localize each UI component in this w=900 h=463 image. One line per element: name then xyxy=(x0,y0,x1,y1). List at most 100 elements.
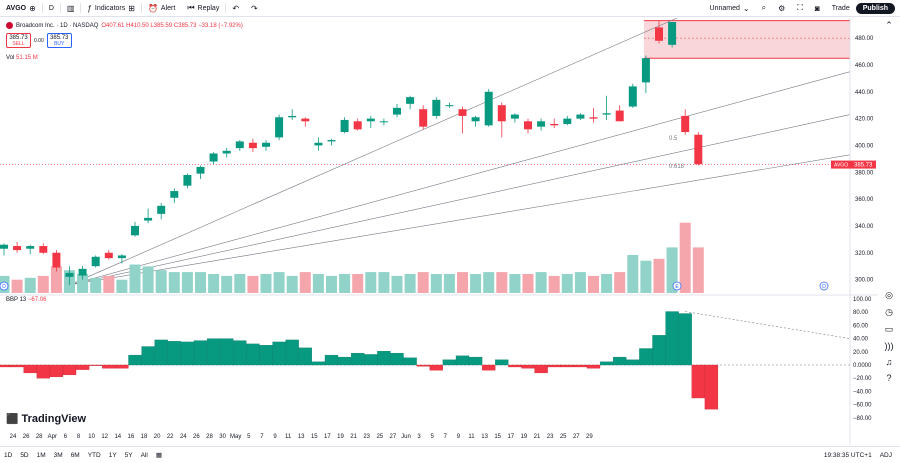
bbp-bar xyxy=(10,364,24,368)
range-5d[interactable]: 5D xyxy=(20,451,29,459)
candle-body xyxy=(393,107,401,115)
fib-zone xyxy=(643,20,850,59)
date-label: 23 xyxy=(363,434,370,440)
symbol-search[interactable]: AVGO ⊕ xyxy=(0,0,42,17)
candle-body xyxy=(65,272,74,277)
candle-body xyxy=(26,246,35,249)
candle-body xyxy=(576,114,585,119)
date-label: 13 xyxy=(481,434,488,440)
volume-bar xyxy=(24,277,36,293)
range-ytd[interactable]: YTD xyxy=(87,451,101,459)
date-label: 29 xyxy=(586,434,593,440)
signal-icon[interactable]: ))) xyxy=(884,341,894,351)
ohlc-values: O407.61 H410.50 L385.59 C385.73 −33.18 (… xyxy=(101,23,243,29)
trade-button[interactable]: Trade xyxy=(826,0,856,17)
bbp-bar xyxy=(665,311,679,366)
indicators-button[interactable]: ƒ Indicators ⊞ xyxy=(81,0,141,17)
bbp-bar xyxy=(455,355,470,366)
bbp-axis-label: −20.00 xyxy=(853,376,872,382)
range-1d[interactable]: 1D xyxy=(4,451,13,459)
range-5y[interactable]: 5Y xyxy=(124,451,133,459)
range-all[interactable]: All xyxy=(140,451,148,459)
date-label: 8 xyxy=(77,434,81,440)
adj-toggle[interactable]: ADJ xyxy=(879,451,892,459)
volume-bar xyxy=(601,274,613,293)
volume-bar xyxy=(129,264,141,293)
calendar-icon[interactable]: ▦ xyxy=(155,452,163,459)
price-axis-label: 380.00 xyxy=(855,170,874,176)
layout-name: Unnamed xyxy=(709,4,740,12)
date-label: 11 xyxy=(468,434,475,440)
bell-icon[interactable]: ♫ xyxy=(885,357,893,367)
volume-bar xyxy=(378,272,390,293)
tradingview-logo[interactable]: ⬛ TradingView xyxy=(6,413,86,425)
layout-menu[interactable]: Unnamed ⌄ xyxy=(704,0,756,17)
price-tag-text: 385.73 xyxy=(854,163,873,169)
event-marker-icon xyxy=(819,281,829,291)
candle-body xyxy=(0,244,8,249)
redo-button[interactable]: ↷ xyxy=(245,0,264,17)
range-3m[interactable]: 3M xyxy=(53,451,63,459)
bbp-bar xyxy=(468,356,483,366)
bbp-bar xyxy=(429,364,443,371)
range-6m[interactable]: 6M xyxy=(70,451,80,459)
date-label: 17 xyxy=(324,434,331,440)
volume-bar xyxy=(483,272,495,293)
settings-button[interactable]: ⚙ xyxy=(772,0,791,17)
bbp-bar xyxy=(128,354,142,366)
candle-body xyxy=(537,121,546,127)
date-label: 15 xyxy=(311,434,318,440)
date-label: 22 xyxy=(167,434,174,440)
bbp-bar xyxy=(193,340,208,366)
bbp-bar xyxy=(377,350,391,366)
symbol-tag-bg xyxy=(831,160,851,169)
candle-body xyxy=(314,142,323,146)
target-icon[interactable]: ◎ xyxy=(885,290,893,300)
expand-icon[interactable]: ⌃ xyxy=(885,20,893,30)
clock-icon[interactable]: ◷ xyxy=(885,307,893,317)
fib-label-0618: 0.618 xyxy=(669,164,685,170)
event-marker-icon xyxy=(0,281,9,291)
volume-bar xyxy=(496,272,508,293)
bbp-bar xyxy=(0,364,11,368)
candle-body xyxy=(275,117,284,138)
candle-body xyxy=(52,252,61,268)
replay-button[interactable]: ⏮ Replay xyxy=(181,0,225,17)
date-label: 28 xyxy=(206,434,213,440)
alert-button[interactable]: ⏰ Alert xyxy=(142,0,181,17)
date-label: 10 xyxy=(88,434,95,440)
fullscreen-button[interactable]: ⛶ xyxy=(791,0,809,17)
bbp-bar xyxy=(115,364,129,369)
snapshot-button[interactable]: ◙ xyxy=(809,0,826,17)
bbp-bar xyxy=(534,364,548,374)
candle-body xyxy=(170,191,179,198)
date-label: 19 xyxy=(521,434,528,440)
bbp-bar xyxy=(403,357,417,366)
interval-button[interactable]: D xyxy=(43,0,60,17)
range-selector: 1D 5D 1M 3M 6M YTD 1Y 5Y All xyxy=(0,452,152,459)
bbp-bar xyxy=(442,359,457,366)
chat-icon[interactable]: ▭ xyxy=(884,324,894,334)
candle-body xyxy=(39,246,48,253)
event-marker-label: D xyxy=(2,284,6,290)
sell-button[interactable]: 385.73 SELL xyxy=(6,33,31,48)
candle-body xyxy=(353,121,362,130)
publish-button[interactable]: Publish xyxy=(855,2,895,14)
help-icon[interactable]: ? xyxy=(886,373,892,383)
date-label: 27 xyxy=(390,434,397,440)
volume-bar xyxy=(116,279,128,293)
chart-type-button[interactable]: ▥ xyxy=(61,0,81,17)
range-1m[interactable]: 1M xyxy=(36,451,46,459)
symbol-legend: Broadcom Inc. · 1D · NASDAQ O407.61 H410… xyxy=(6,22,243,29)
bbp-axis-label: −80.00 xyxy=(853,416,872,422)
bbp-bar xyxy=(154,339,168,366)
volume-bar xyxy=(247,275,259,293)
undo-button[interactable]: ↶ xyxy=(226,0,245,17)
range-1y[interactable]: 1Y xyxy=(108,451,117,459)
price-axis-label: 340.00 xyxy=(855,224,874,230)
date-label: 7 xyxy=(260,434,264,440)
bbp-bar xyxy=(259,345,273,366)
buy-button[interactable]: 385.73 BUY xyxy=(46,33,72,48)
search-button[interactable]: ⌕ xyxy=(756,0,772,17)
chart-canvas[interactable]: 0.50.618480.00460.00440.00420.00400.0038… xyxy=(0,18,878,445)
